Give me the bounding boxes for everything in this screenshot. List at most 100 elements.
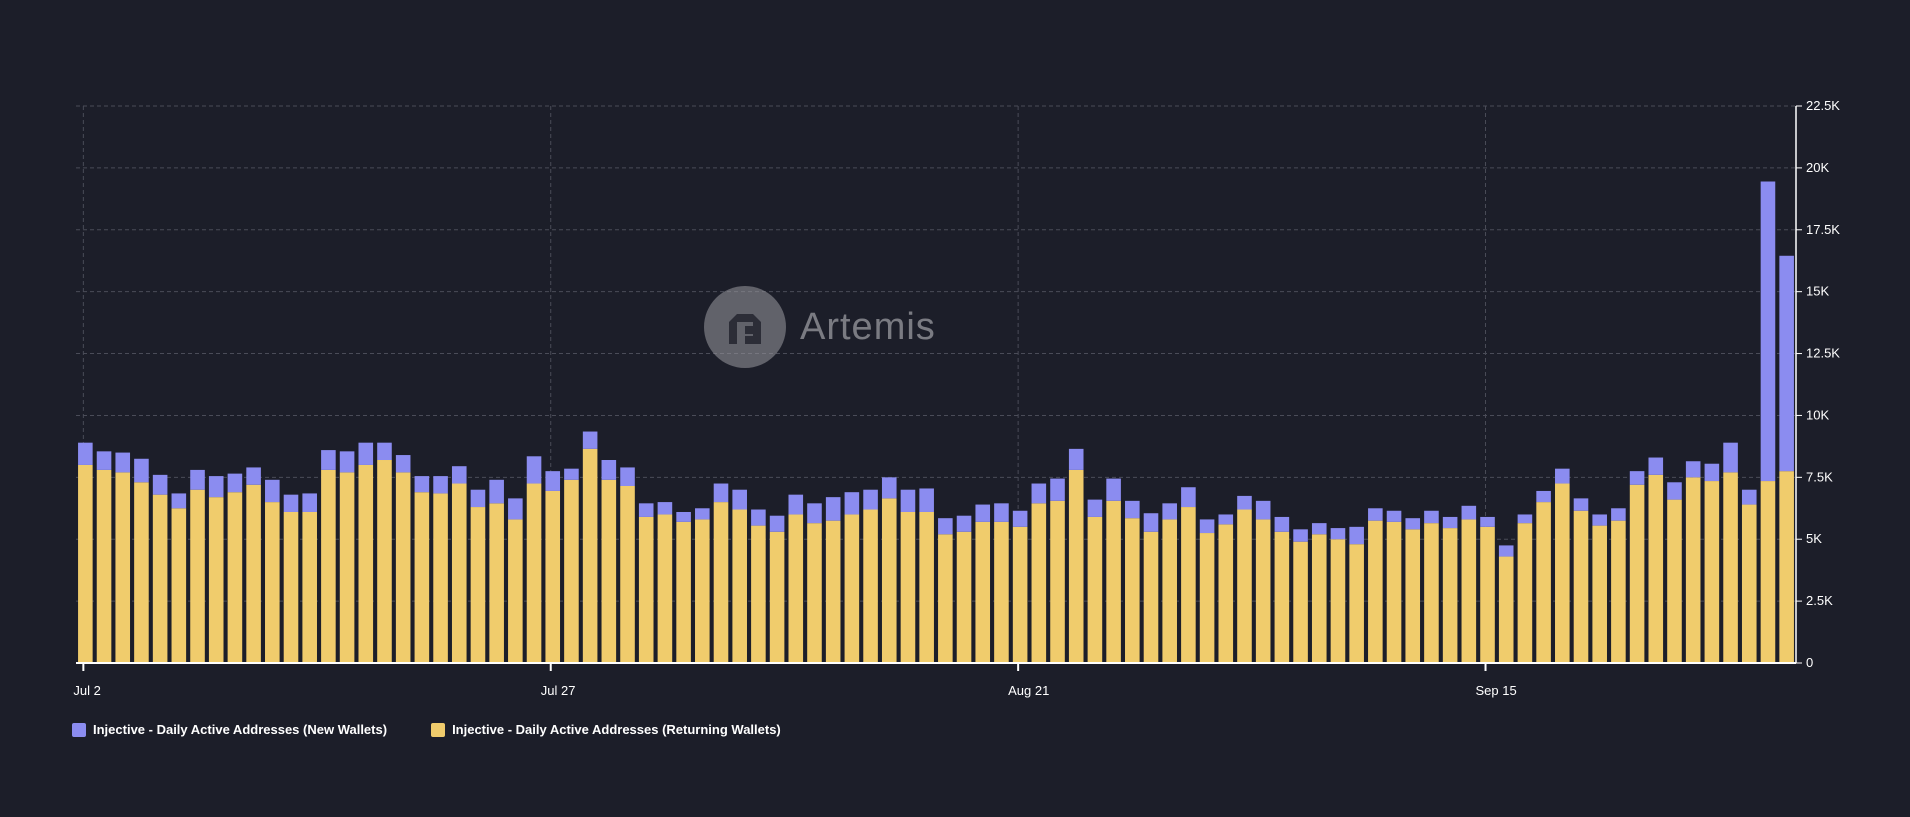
- bar-new-wallets[interactable]: [171, 493, 187, 509]
- bar-new-wallets[interactable]: [1199, 519, 1215, 534]
- bar-returning-wallets[interactable]: [470, 507, 486, 663]
- bar-returning-wallets[interactable]: [638, 516, 654, 663]
- bar-returning-wallets[interactable]: [1741, 504, 1757, 663]
- bar-new-wallets[interactable]: [844, 492, 860, 515]
- bar-new-wallets[interactable]: [1760, 181, 1776, 482]
- bar-returning-wallets[interactable]: [1611, 520, 1626, 663]
- bar-returning-wallets[interactable]: [265, 502, 280, 663]
- bar-returning-wallets[interactable]: [695, 519, 710, 663]
- bar-returning-wallets[interactable]: [1536, 502, 1551, 663]
- bar-new-wallets[interactable]: [956, 515, 972, 532]
- bar-new-wallets[interactable]: [78, 442, 93, 465]
- bar-new-wallets[interactable]: [1050, 478, 1065, 501]
- bar-returning-wallets[interactable]: [601, 479, 617, 663]
- bar-new-wallets[interactable]: [1648, 457, 1664, 475]
- bar-returning-wallets[interactable]: [545, 490, 561, 663]
- bar-returning-wallets[interactable]: [994, 521, 1009, 663]
- bar-returning-wallets[interactable]: [919, 511, 934, 663]
- bar-new-wallets[interactable]: [807, 503, 822, 524]
- bar-new-wallets[interactable]: [1255, 500, 1271, 520]
- bar-new-wallets[interactable]: [1498, 545, 1514, 557]
- bar-returning-wallets[interactable]: [881, 498, 897, 663]
- bar-new-wallets[interactable]: [1106, 478, 1121, 501]
- bar-new-wallets[interactable]: [1573, 498, 1589, 511]
- bar-returning-wallets[interactable]: [1068, 469, 1084, 663]
- bar-new-wallets[interactable]: [769, 515, 785, 532]
- bar-new-wallets[interactable]: [190, 469, 205, 490]
- bar-new-wallets[interactable]: [246, 467, 261, 485]
- bar-returning-wallets[interactable]: [1125, 518, 1140, 663]
- bar-returning-wallets[interactable]: [1386, 521, 1402, 663]
- bar-new-wallets[interactable]: [919, 488, 934, 512]
- bar-new-wallets[interactable]: [1667, 482, 1682, 500]
- bar-returning-wallets[interactable]: [1162, 519, 1177, 663]
- bar-new-wallets[interactable]: [900, 489, 916, 512]
- bar-new-wallets[interactable]: [1293, 529, 1308, 542]
- bar-returning-wallets[interactable]: [489, 503, 504, 663]
- bar-returning-wallets[interactable]: [171, 508, 187, 663]
- legend-item-new-wallets[interactable]: Injective - Daily Active Addresses (New …: [72, 722, 387, 737]
- bar-new-wallets[interactable]: [1068, 448, 1084, 470]
- bar-new-wallets[interactable]: [489, 479, 504, 504]
- bar-new-wallets[interactable]: [508, 498, 523, 520]
- bar-new-wallets[interactable]: [395, 455, 411, 473]
- bar-returning-wallets[interactable]: [1311, 534, 1327, 663]
- bar-new-wallets[interactable]: [1611, 508, 1626, 521]
- bar-new-wallets[interactable]: [1087, 499, 1103, 517]
- bar-returning-wallets[interactable]: [1480, 526, 1495, 663]
- bar-new-wallets[interactable]: [1311, 523, 1327, 535]
- bar-returning-wallets[interactable]: [358, 464, 374, 663]
- bar-new-wallets[interactable]: [1237, 495, 1252, 510]
- bar-returning-wallets[interactable]: [115, 472, 131, 663]
- bar-new-wallets[interactable]: [339, 451, 355, 473]
- bar-new-wallets[interactable]: [713, 483, 729, 503]
- bar-new-wallets[interactable]: [695, 508, 710, 520]
- bar-returning-wallets[interactable]: [152, 494, 168, 663]
- bar-new-wallets[interactable]: [825, 497, 841, 521]
- bar-new-wallets[interactable]: [938, 518, 953, 535]
- bar-returning-wallets[interactable]: [1648, 474, 1664, 663]
- bar-returning-wallets[interactable]: [302, 511, 317, 663]
- bar-new-wallets[interactable]: [265, 479, 280, 503]
- bar-returning-wallets[interactable]: [1031, 503, 1047, 663]
- bar-returning-wallets[interactable]: [78, 464, 93, 663]
- bar-new-wallets[interactable]: [1461, 505, 1477, 520]
- bar-returning-wallets[interactable]: [769, 531, 785, 663]
- bar-returning-wallets[interactable]: [1050, 500, 1065, 663]
- bar-new-wallets[interactable]: [227, 473, 243, 493]
- bar-new-wallets[interactable]: [1704, 463, 1720, 482]
- bar-returning-wallets[interactable]: [1723, 472, 1738, 663]
- bar-returning-wallets[interactable]: [1274, 531, 1290, 663]
- bar-new-wallets[interactable]: [1741, 489, 1757, 505]
- bar-new-wallets[interactable]: [302, 493, 317, 512]
- bar-returning-wallets[interactable]: [713, 502, 729, 663]
- bar-returning-wallets[interactable]: [433, 493, 448, 663]
- bar-new-wallets[interactable]: [1143, 513, 1159, 532]
- bar-returning-wallets[interactable]: [582, 448, 598, 663]
- bar-new-wallets[interactable]: [526, 456, 542, 484]
- bar-returning-wallets[interactable]: [1442, 528, 1458, 663]
- bar-returning-wallets[interactable]: [751, 525, 766, 663]
- bar-new-wallets[interactable]: [1517, 514, 1533, 524]
- bar-returning-wallets[interactable]: [451, 483, 467, 663]
- bar-returning-wallets[interactable]: [938, 534, 953, 663]
- bar-new-wallets[interactable]: [1779, 255, 1794, 472]
- bar-returning-wallets[interactable]: [1368, 520, 1383, 663]
- bar-new-wallets[interactable]: [96, 451, 112, 470]
- bar-returning-wallets[interactable]: [134, 482, 149, 663]
- bar-new-wallets[interactable]: [1125, 500, 1140, 519]
- bar-new-wallets[interactable]: [788, 494, 804, 515]
- bar-returning-wallets[interactable]: [1349, 544, 1364, 663]
- bar-returning-wallets[interactable]: [1330, 539, 1346, 663]
- bar-returning-wallets[interactable]: [208, 497, 224, 663]
- bar-returning-wallets[interactable]: [1685, 477, 1701, 663]
- bar-returning-wallets[interactable]: [526, 483, 542, 663]
- bar-returning-wallets[interactable]: [283, 511, 299, 663]
- bar-new-wallets[interactable]: [1330, 528, 1346, 540]
- bar-new-wallets[interactable]: [863, 489, 878, 510]
- bar-returning-wallets[interactable]: [227, 492, 243, 663]
- bar-new-wallets[interactable]: [657, 502, 673, 515]
- bar-returning-wallets[interactable]: [1181, 507, 1196, 663]
- bar-new-wallets[interactable]: [732, 489, 747, 510]
- bar-returning-wallets[interactable]: [1461, 519, 1477, 663]
